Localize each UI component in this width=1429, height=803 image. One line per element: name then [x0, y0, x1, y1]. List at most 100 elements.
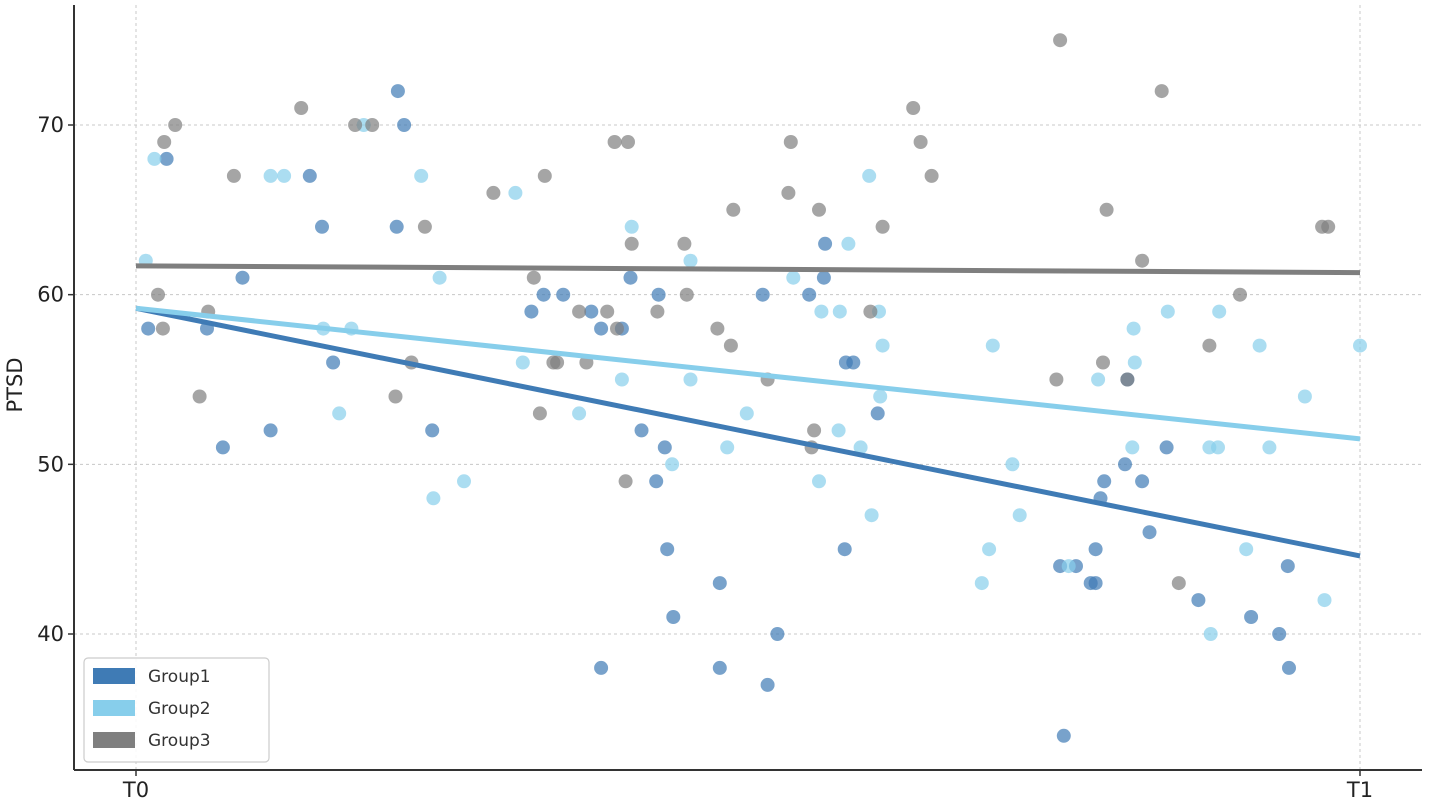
data-point — [802, 287, 817, 302]
data-point — [665, 457, 680, 472]
data-point — [215, 440, 230, 455]
data-point — [864, 508, 879, 523]
data-point — [1097, 474, 1112, 489]
data-point — [985, 338, 1000, 353]
data-point — [982, 542, 997, 557]
data-point — [607, 135, 622, 149]
data-point — [906, 101, 921, 115]
legend-swatch-group1 — [93, 668, 135, 684]
data-point — [389, 219, 404, 234]
y-axis-title: PTSD — [3, 358, 27, 413]
data-point — [974, 576, 989, 591]
data-point — [807, 423, 822, 438]
data-point — [388, 389, 403, 404]
data-point — [760, 677, 775, 692]
data-point — [1126, 321, 1141, 336]
data-point — [812, 202, 826, 217]
data-point — [1160, 304, 1175, 319]
data-point — [755, 287, 770, 302]
data-point — [1053, 33, 1068, 48]
data-point — [572, 304, 587, 319]
data-point — [677, 236, 692, 251]
data-point — [1244, 610, 1259, 624]
data-point — [457, 474, 471, 489]
data-point — [1154, 84, 1169, 99]
data-point — [837, 542, 852, 557]
data-point — [326, 355, 341, 370]
data-point — [1125, 440, 1140, 455]
trend-lines — [135, 263, 1361, 559]
data-point — [594, 321, 609, 336]
data-point — [532, 406, 547, 421]
data-point — [159, 151, 174, 166]
data-point — [818, 236, 833, 251]
data-point — [1233, 287, 1247, 302]
scatter-points — [138, 33, 1367, 743]
data-point — [1142, 525, 1157, 540]
data-point — [432, 270, 447, 285]
data-point — [486, 185, 501, 200]
data-point — [873, 389, 888, 404]
data-point — [814, 304, 829, 319]
data-point — [1317, 593, 1332, 608]
data-point — [1353, 338, 1367, 353]
data-point — [526, 270, 541, 285]
data-point — [614, 372, 629, 387]
data-point — [924, 168, 939, 183]
data-point — [365, 118, 380, 132]
data-point — [832, 304, 847, 319]
data-point — [712, 576, 727, 591]
data-point — [277, 168, 292, 183]
axis-ticks: 40 50 60 70 T0 T1 — [37, 113, 1373, 802]
data-point — [875, 219, 890, 234]
data-point — [302, 168, 317, 183]
series-points-group2 — [138, 118, 1367, 641]
data-point — [1056, 728, 1071, 743]
trend-line-group3 — [135, 263, 1361, 276]
data-point — [192, 389, 207, 404]
data-point — [634, 423, 649, 438]
data-point — [235, 270, 250, 285]
data-point — [147, 151, 162, 166]
data-point — [783, 135, 798, 149]
legend-swatch-group3 — [93, 732, 135, 748]
data-point — [157, 135, 172, 149]
axes — [73, 5, 1422, 771]
data-point — [390, 84, 405, 99]
data-point — [168, 118, 183, 132]
series-points-group3 — [151, 33, 1336, 591]
legend-label-group1: Group1 — [148, 667, 211, 687]
y-tick-label: 40 — [37, 622, 64, 646]
data-point — [426, 491, 441, 506]
data-point — [1120, 372, 1135, 387]
data-point — [508, 185, 523, 200]
data-point — [315, 219, 329, 234]
data-point — [1280, 559, 1295, 574]
data-point — [1252, 338, 1267, 353]
data-point — [812, 474, 826, 489]
legend-swatch-group2 — [93, 700, 135, 716]
data-point — [1127, 355, 1142, 370]
data-point — [875, 338, 890, 353]
data-point — [621, 135, 635, 149]
data-point — [651, 287, 666, 302]
y-tick-label: 70 — [37, 113, 64, 137]
x-tick-label: T0 — [122, 778, 149, 802]
data-point — [141, 321, 156, 336]
data-point — [1088, 542, 1103, 557]
data-point — [710, 321, 725, 336]
data-point — [1191, 593, 1206, 608]
data-point — [623, 270, 638, 285]
data-point — [831, 423, 846, 438]
data-point — [1061, 559, 1076, 574]
data-point — [1272, 627, 1287, 641]
data-point — [650, 304, 665, 319]
data-point — [397, 118, 412, 132]
y-tick-label: 50 — [37, 452, 64, 476]
data-point — [660, 542, 675, 557]
data-point — [151, 287, 165, 302]
data-point — [862, 168, 877, 183]
data-point — [1096, 355, 1110, 370]
data-point — [556, 287, 571, 302]
